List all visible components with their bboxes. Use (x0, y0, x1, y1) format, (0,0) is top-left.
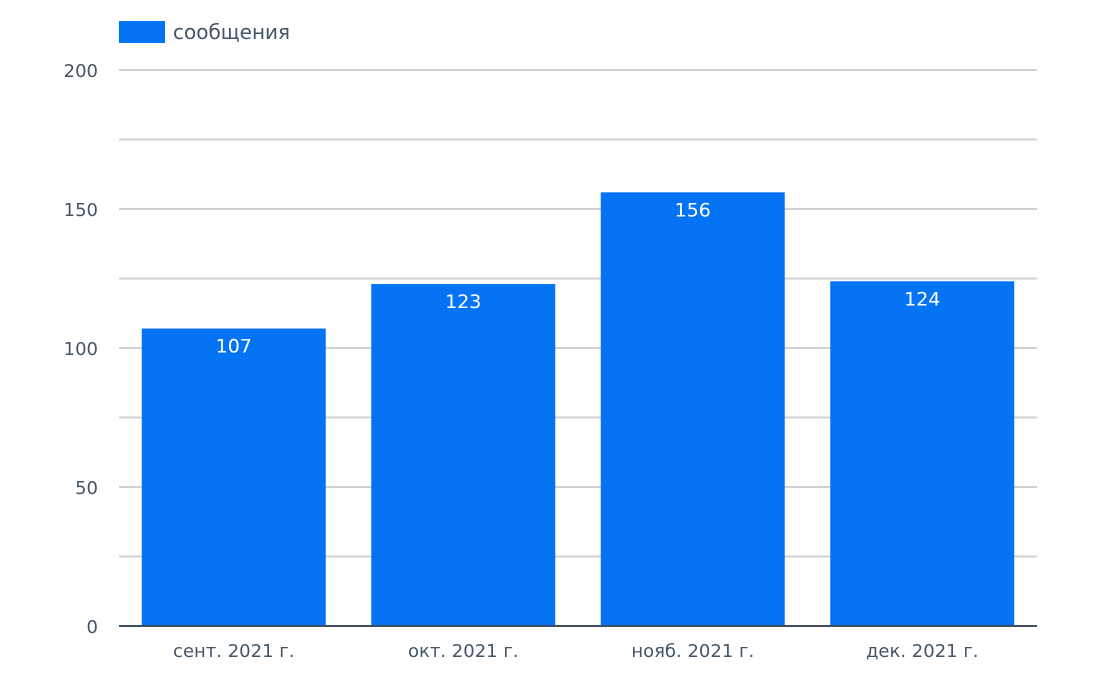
y-tick-label: 0 (87, 617, 98, 638)
x-tick-label: окт. 2021 г. (408, 641, 519, 662)
y-tick-label: 100 (64, 339, 98, 360)
legend-swatch (119, 21, 165, 43)
legend-label: сообщения (173, 20, 291, 44)
bar (371, 284, 556, 626)
bar (830, 281, 1015, 626)
y-tick-label: 200 (64, 61, 98, 82)
y-tick-label: 150 (64, 200, 98, 221)
x-tick-label: нояб. 2021 г. (631, 641, 754, 662)
legend: сообщения (119, 20, 290, 44)
y-tick-label: 50 (75, 478, 98, 499)
bar-data-label: 124 (904, 288, 940, 310)
bar-data-label: 107 (216, 336, 252, 358)
bar (600, 192, 785, 626)
bar-data-label: 123 (445, 291, 481, 313)
x-tick-label: сент. 2021 г. (173, 641, 294, 662)
bar (141, 328, 326, 626)
x-tick-label: дек. 2021 г. (866, 641, 979, 662)
bar-data-label: 156 (675, 199, 711, 221)
